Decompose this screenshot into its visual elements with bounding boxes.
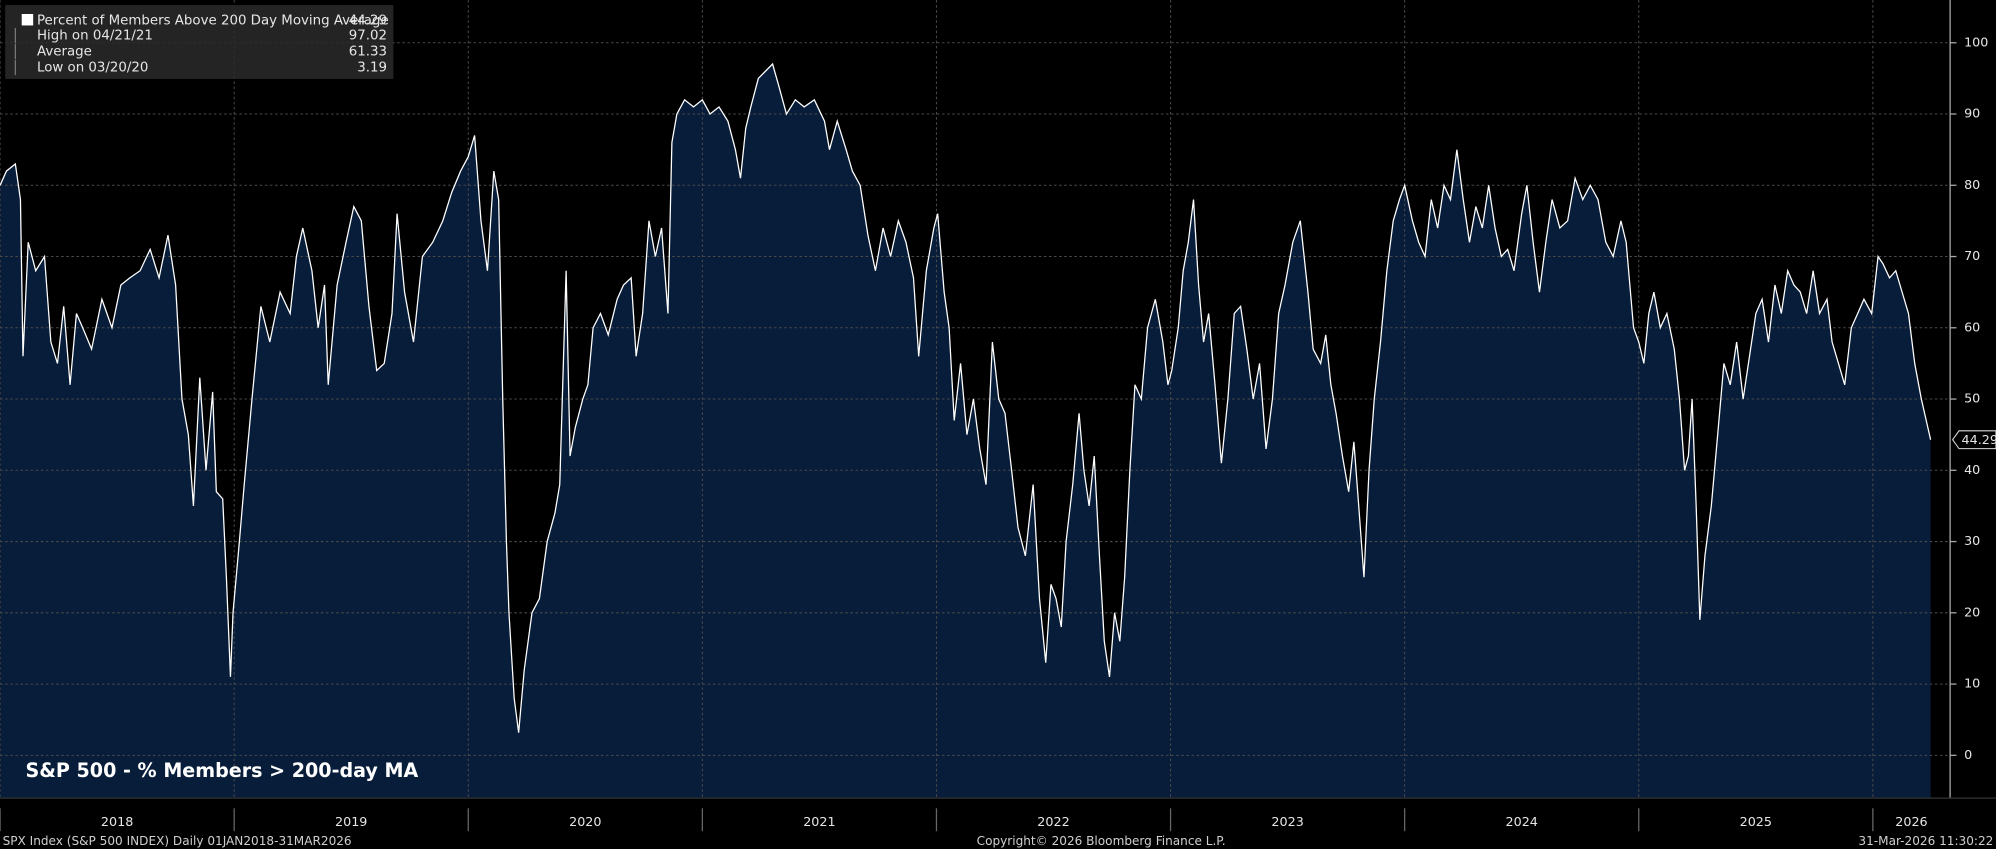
x-tick-label: 2020 — [569, 814, 601, 829]
x-tick-label: 2026 — [1895, 814, 1927, 829]
axes: 0 10 20 30 40 50 60 70 80 90 100 2018 2019 2020 2021 20… — [0, 0, 1996, 832]
y-tick-label: 30 — [1964, 533, 1980, 548]
y-tick-label: 10 — [1964, 676, 1980, 691]
x-tick-label: 2025 — [1740, 814, 1772, 829]
stat-value: 3.19 — [357, 60, 387, 75]
y-tick-label: 50 — [1964, 391, 1980, 406]
legend-swatch — [21, 14, 34, 26]
stat-label: Average — [37, 45, 92, 60]
stat-value: 97.02 — [349, 29, 387, 44]
x-tick-label: 2019 — [335, 814, 367, 829]
y-tick-label: 80 — [1964, 177, 1980, 192]
last-value-tag: 44.29 — [1962, 432, 1996, 447]
y-tick-label: 100 — [1964, 34, 1988, 49]
y-tick-label: 70 — [1964, 248, 1980, 263]
legend-label: Percent of Members Above 200 Day Moving … — [37, 13, 389, 28]
x-tick-label: 2021 — [803, 814, 835, 829]
x-tick-label: 2022 — [1037, 814, 1069, 829]
y-tick-label: 0 — [1964, 747, 1972, 762]
y-tick-label: 20 — [1964, 604, 1980, 619]
x-tick-label: 2024 — [1506, 814, 1538, 829]
stat-value: 61.33 — [349, 45, 387, 60]
series-line — [0, 62, 1932, 733]
stat-label: Low on 03/20/20 — [37, 60, 148, 75]
area-fill — [0, 64, 1931, 799]
stat-label: High on 04/21/21 — [37, 29, 153, 44]
plot-area — [0, 0, 1951, 799]
chart-title: S&P 500 - % Members > 200-day MA — [26, 759, 419, 782]
footer-left: SPX Index (S&P 500 INDEX) Daily 01JAN201… — [3, 834, 352, 848]
legend-value: 44.29 — [349, 13, 387, 28]
legend: Percent of Members Above 200 Day Moving … — [5, 5, 394, 79]
y-tick-label: 90 — [1964, 106, 1980, 121]
footer-right: 31-Mar-2026 11:30:22 — [1858, 834, 1993, 848]
y-tick-label: 60 — [1964, 319, 1980, 334]
legend-box — [5, 5, 394, 79]
y-tick-label: 40 — [1964, 462, 1980, 477]
x-tick-label: 2018 — [101, 814, 133, 829]
footer-center: Copyright© 2026 Bloomberg Finance L.P. — [977, 834, 1226, 848]
x-tick-label: 2023 — [1271, 814, 1303, 829]
